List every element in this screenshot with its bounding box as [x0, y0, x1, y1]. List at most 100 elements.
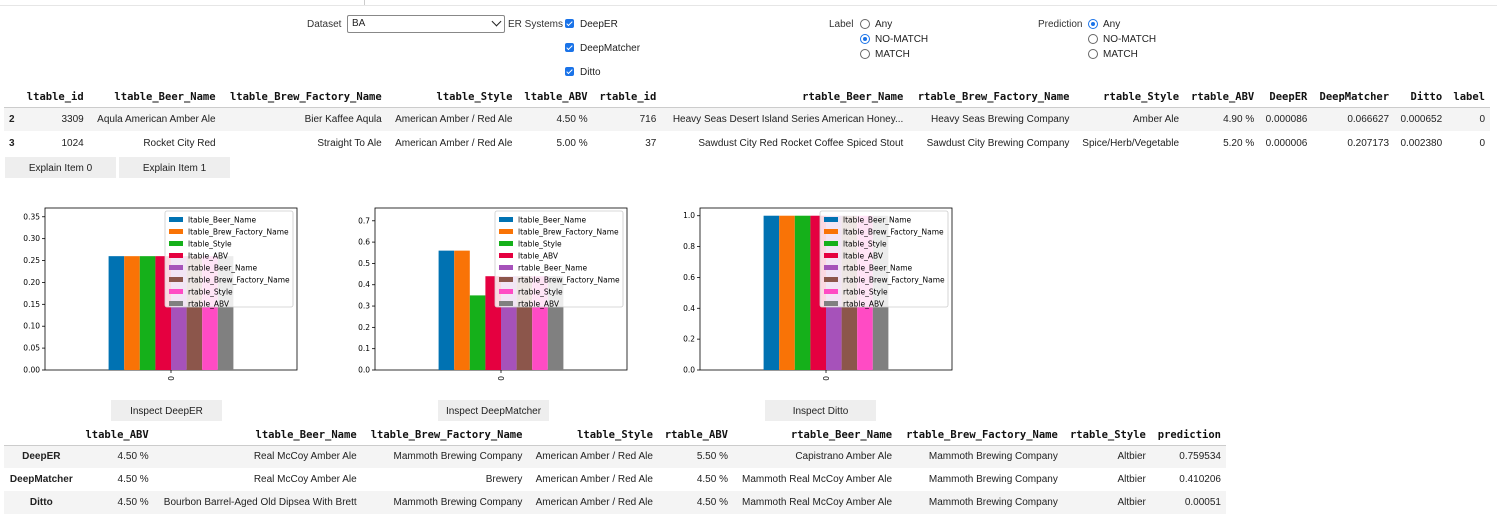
bar [139, 256, 156, 370]
y-tick-label: 0.7 [358, 216, 370, 225]
legend-swatch [169, 253, 183, 258]
col-header: rtable_ABV [1184, 87, 1260, 108]
col-header: DeepER [1259, 87, 1313, 108]
legend-label: rtable_ABV [188, 300, 230, 309]
inspect-ditto-button[interactable]: Inspect Ditto [765, 400, 876, 421]
table-cell: 1024 [61, 137, 84, 149]
er-systems-label: ER Systems [508, 19, 564, 30]
col-header: Ditto [1394, 87, 1448, 108]
legend-label: ltable_Style [843, 240, 887, 249]
label-option-match: MATCH [875, 49, 910, 60]
bar [469, 295, 486, 370]
table-cell: Mammoth Brewing Company [928, 474, 1058, 485]
explain-item-0-button[interactable]: Explain Item 0 [5, 157, 116, 178]
col-header: ltable_Style [386, 87, 518, 108]
col-header: rtable_Brew_Factory_Name [897, 425, 1063, 446]
prediction-radio-match[interactable] [1088, 49, 1098, 59]
legend-swatch [499, 277, 513, 282]
y-tick-label: 0.15 [23, 300, 40, 309]
legend-swatch [499, 217, 513, 222]
inspect-table-header: ltable_ABV ltable_Beer_Name ltable_Brew_… [4, 425, 1226, 446]
system-label-deeper: DeepER [580, 19, 618, 30]
bar [794, 215, 811, 370]
dataset-label: Dataset [307, 19, 342, 30]
col-header: rtable_ABV [657, 425, 733, 446]
dataset-select[interactable]: BA [347, 15, 505, 33]
col-header: prediction [1150, 425, 1226, 446]
col-header: ltable_Brew_Factory_Name [361, 425, 528, 446]
table-cell: Altbier [1062, 445, 1151, 468]
inspect-deepmatcher-button[interactable]: Inspect DeepMatcher [438, 400, 549, 421]
table-cell: 0.410206 [1179, 474, 1221, 485]
dataset-select-value: BA [352, 18, 366, 29]
legend-label: ltable_Style [188, 240, 232, 249]
table-cell: 37 [645, 137, 657, 149]
y-tick-label: 0.20 [23, 278, 40, 287]
legend-swatch [824, 229, 838, 234]
table-cell: Rocket City Red [143, 137, 216, 149]
legend-swatch [169, 241, 183, 246]
table-cell: 3309 [19, 107, 89, 131]
col-header: rtable_Beer_Name [732, 425, 898, 446]
table-cell: American Amber / Red Ale [535, 474, 653, 485]
col-header: rtable_Brew_Factory_Name [908, 87, 1075, 108]
legend-label: rtable_ABV [518, 300, 560, 309]
y-tick-label: 0.0 [358, 366, 370, 375]
col-header: ltable_Beer_Name [88, 87, 221, 108]
table-cell: Amber Ale [1074, 107, 1185, 131]
table-cell: 4.90 % [1184, 107, 1260, 131]
y-tick-label: 0.6 [358, 238, 370, 247]
chart-ditto: 0.0 0.2 0.4 0.6 0.8 1.0 0 ltable_Beer_Nameltabl… [683, 207, 953, 381]
y-tick-label: 0.05 [23, 344, 40, 353]
table-cell: 0.000652 [1394, 107, 1448, 131]
table-cell: Straight To Ale [317, 137, 382, 149]
y-tick-label: 0.10 [23, 322, 40, 331]
legend-label: ltable_Brew_Factory_Name [518, 228, 619, 237]
legend-label: ltable_Brew_Factory_Name [188, 228, 289, 237]
system-checkbox-ditto[interactable] [565, 67, 574, 76]
inspect-table: ltable_ABV ltable_Beer_Name ltable_Brew_… [4, 425, 1226, 514]
prediction-filter-label: Prediction [1038, 19, 1083, 30]
bar [438, 250, 455, 370]
legend-swatch [499, 241, 513, 246]
col-header: rtable_Style [1074, 87, 1185, 108]
table-cell: Spice/Herb/Vegetable [1082, 137, 1180, 149]
legend-label: ltable_Style [518, 240, 562, 249]
label-radio-no-match[interactable] [860, 34, 870, 44]
legend-swatch [169, 289, 183, 294]
system-checkbox-deeper[interactable] [565, 19, 574, 28]
legend-label: rtable_Brew_Factory_Name [188, 276, 290, 285]
prediction-radio-no-match[interactable] [1088, 34, 1098, 44]
legend-swatch [169, 277, 183, 282]
row-index: 2 [4, 107, 20, 131]
prediction-radio-any[interactable] [1088, 19, 1098, 29]
label-radio-match[interactable] [860, 49, 870, 59]
legend-swatch [499, 301, 513, 306]
table-cell: 4.50 % [78, 445, 154, 468]
table-cell: Real McCoy Amber Ale [253, 474, 357, 485]
table-cell: Heavy Seas Desert Island Series American… [661, 107, 909, 131]
table-cell: 5.20 % [1223, 137, 1255, 149]
label-radio-any[interactable] [860, 19, 870, 29]
explain-item-1-button[interactable]: Explain Item 1 [119, 157, 230, 178]
table-cell: American Amber / Red Ale [395, 137, 513, 149]
bar [763, 215, 780, 370]
y-tick-label: 0.30 [23, 234, 40, 243]
col-header: ltable_Brew_Factory_Name [220, 87, 387, 108]
legend-label: rtable_ABV [843, 300, 885, 309]
inspect-deeper-button[interactable]: Inspect DeepER [111, 400, 222, 421]
table-cell: 5.50 % [657, 445, 733, 468]
table-cell: Bourbon Barrel-Aged Old Dipsea With Bret… [153, 491, 362, 514]
table-row: 2 3309 Aqula American Amber Ale Bier Kaf… [4, 107, 1490, 131]
label-option-no-match: NO-MATCH [875, 34, 929, 45]
legend-label: rtable_Style [518, 288, 563, 297]
prediction-option-match: MATCH [1103, 49, 1138, 60]
legend-label: rtable_Beer_Name [518, 264, 588, 273]
system-checkbox-deepmatcher[interactable] [565, 43, 574, 52]
table-cell: 4.50 % [117, 474, 149, 485]
table-cell: Mammoth Brewing Company [361, 491, 528, 514]
table-cell: Mammoth Real McCoy Amber Ale [741, 474, 893, 485]
table-cell: 0.000006 [1265, 137, 1308, 149]
table-cell: Mammoth Brewing Company [361, 445, 528, 468]
legend-swatch [824, 301, 838, 306]
